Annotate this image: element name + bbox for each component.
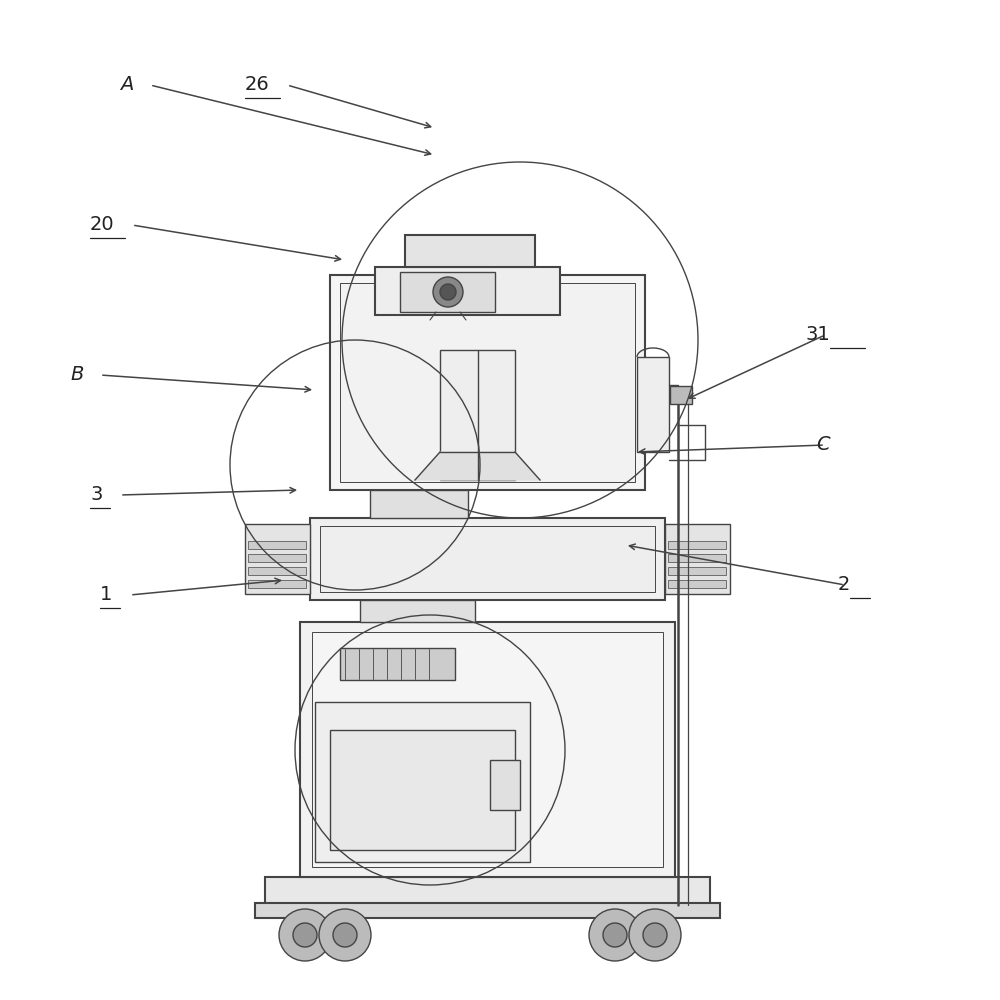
Circle shape [440, 284, 456, 300]
Text: 20: 20 [90, 216, 115, 234]
Bar [370, 490, 468, 518]
Bar [248, 554, 306, 562]
Bar [248, 567, 306, 575]
Bar [245, 524, 310, 594]
Bar [670, 386, 692, 404]
Bar [255, 903, 720, 918]
Circle shape [589, 909, 641, 961]
Bar [340, 283, 635, 482]
Bar [330, 275, 645, 490]
Bar [668, 554, 726, 562]
Bar [440, 350, 515, 480]
Bar [375, 267, 560, 315]
Bar [248, 541, 306, 549]
Bar [668, 580, 726, 588]
Text: A: A [120, 76, 133, 95]
Bar [668, 567, 726, 575]
Polygon shape [415, 452, 540, 480]
Bar [400, 272, 495, 312]
Text: 3: 3 [90, 486, 102, 504]
Circle shape [279, 909, 331, 961]
Circle shape [433, 277, 463, 307]
Bar [360, 600, 475, 622]
Bar [312, 632, 663, 867]
Circle shape [643, 923, 667, 947]
Bar [405, 235, 535, 267]
Circle shape [319, 909, 371, 961]
Bar [310, 518, 665, 600]
Bar [637, 357, 669, 452]
Text: 2: 2 [838, 576, 850, 594]
Text: C: C [816, 436, 830, 454]
Bar [320, 526, 655, 592]
Text: 26: 26 [245, 76, 270, 95]
Text: 31: 31 [805, 326, 830, 344]
Bar [330, 730, 515, 850]
Bar [265, 877, 710, 905]
Circle shape [333, 923, 357, 947]
Text: B: B [70, 365, 83, 384]
Circle shape [293, 923, 317, 947]
Bar [248, 580, 306, 588]
Bar [315, 702, 530, 862]
Circle shape [629, 909, 681, 961]
Bar [340, 648, 455, 680]
Bar [490, 760, 520, 810]
Text: 1: 1 [100, 585, 112, 604]
Bar [668, 541, 726, 549]
Circle shape [603, 923, 627, 947]
Bar [300, 622, 675, 877]
Bar [665, 524, 730, 594]
